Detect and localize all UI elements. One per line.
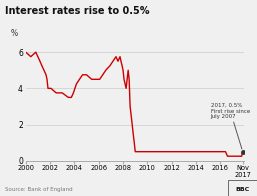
Text: Source: Bank of England: Source: Bank of England bbox=[5, 187, 73, 192]
Text: Interest rates rise to 0.5%: Interest rates rise to 0.5% bbox=[5, 6, 150, 16]
Text: 2017, 0.5%
First rise since
July 2007: 2017, 0.5% First rise since July 2007 bbox=[211, 103, 250, 149]
Text: %: % bbox=[11, 29, 17, 38]
Text: BBC: BBC bbox=[235, 187, 249, 192]
